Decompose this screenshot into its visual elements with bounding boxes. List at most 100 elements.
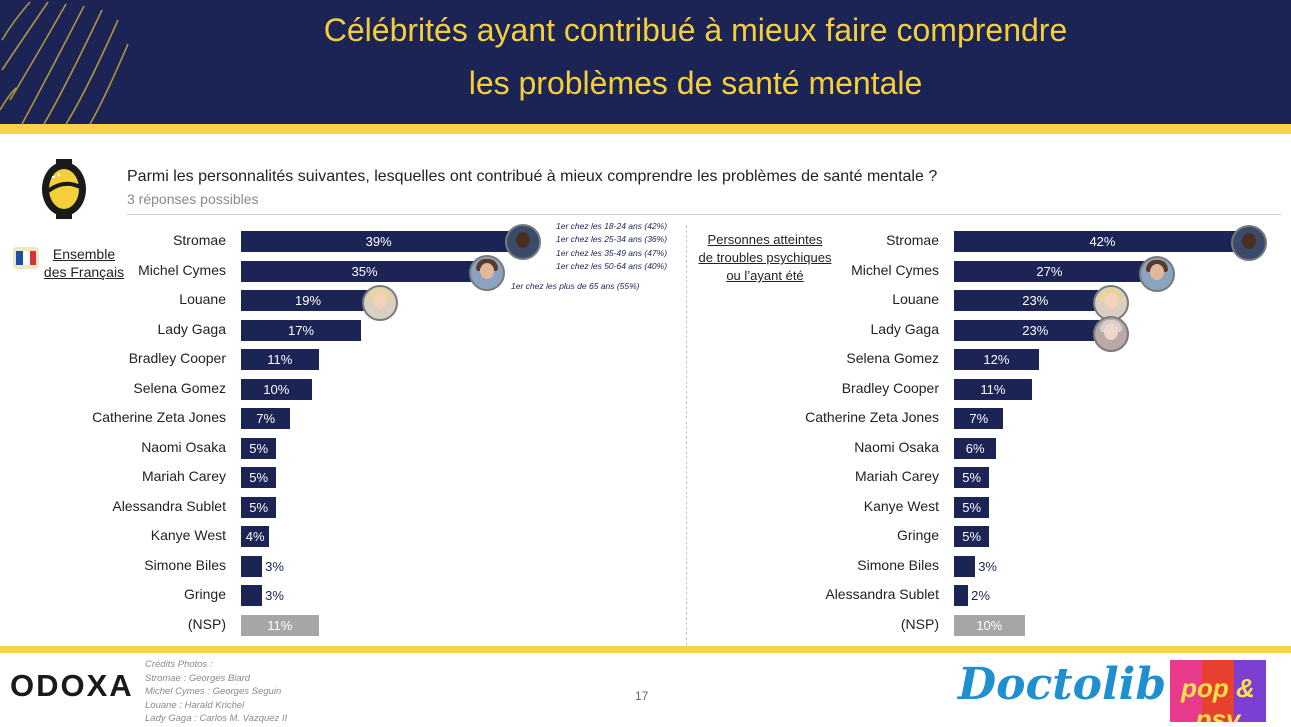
annotation-line: 1er chez les 25-34 ans (36%) — [556, 234, 668, 245]
photo-face — [1242, 233, 1256, 249]
category-label: Stromae — [173, 232, 226, 248]
data-bar — [954, 437, 997, 459]
data-bar — [241, 467, 277, 488]
data-bar — [954, 349, 1039, 370]
bar-value-label: 6% — [965, 440, 985, 456]
group-label-line: Personnes atteintes — [707, 232, 823, 247]
bar-value-label: 5% — [962, 470, 982, 485]
bar-value-label: 11% — [267, 617, 293, 633]
bar-value-label: 39% — [365, 234, 392, 249]
louane-photo-right — [1093, 285, 1129, 321]
france-flag-icon — [13, 247, 39, 269]
data-bar — [954, 378, 1032, 400]
pop-psy-logo: pop & psy — [1170, 660, 1266, 722]
category-label: Stromae — [886, 232, 939, 248]
data-bar — [241, 260, 489, 282]
bar-value-label: 7% — [256, 411, 276, 426]
category-label: Mariah Carey — [141, 468, 226, 484]
category-label: Bradley Cooper — [128, 350, 226, 366]
pop-psy-logo-background — [1170, 660, 1266, 722]
header-banner: Célébrités ayant contribué à mieux faire… — [0, 0, 1291, 124]
bar-value-label: 5% — [249, 440, 269, 456]
category-label: Kanye West — [150, 527, 226, 543]
category-label: Louane — [892, 291, 939, 307]
category-label: Louane — [179, 291, 226, 307]
photo-face — [1104, 293, 1118, 309]
bar-value-label: 42% — [1089, 234, 1116, 249]
data-bar — [241, 555, 263, 577]
bar-value-label: 5% — [962, 529, 982, 544]
category-label: Alessandra Sublet — [825, 586, 939, 602]
bar-value-label: 11% — [267, 352, 293, 367]
credit-line: Lady Gaga : Carlos M. Vazquez II — [145, 713, 288, 724]
bar-value-label: 10% — [976, 617, 1003, 633]
data-bar — [954, 290, 1117, 311]
category-label: Michel Cymes — [138, 261, 226, 278]
bar-value-label: 3% — [265, 558, 284, 574]
stromae-age-annotation: 1er chez les 18-24 ans (42%) 1er chez le… — [556, 220, 667, 273]
group-label-mental-disorders: Personnes atteintes de troubles psychiqu… — [694, 231, 836, 285]
annotation-line: 1er chez les 50-64 ans (40%) — [556, 260, 668, 271]
bar-value-label: 10% — [263, 381, 290, 397]
data-bar — [954, 467, 990, 488]
photo-face — [1150, 264, 1164, 280]
photo-face — [516, 232, 530, 248]
page-title-line-1: Célébrités ayant contribué à mieux faire… — [323, 12, 1068, 48]
data-bar — [241, 349, 319, 370]
bar-value-label: 5% — [249, 499, 269, 515]
michel-cymes-photo-right — [1139, 256, 1175, 292]
data-bar — [241, 585, 263, 606]
bar-value-label: 11% — [980, 381, 1006, 397]
data-bar — [954, 260, 1145, 282]
group-label-line: des Français — [43, 264, 125, 280]
category-label: Selena Gomez — [133, 379, 226, 396]
category-label: Alessandra Sublet — [112, 497, 226, 514]
group-label-line: Ensemble — [52, 246, 116, 262]
group-label-line: de troubles psychiques — [698, 250, 832, 265]
decorative-lines — [0, 1, 129, 124]
category-label: Gringe — [896, 527, 939, 543]
odoxa-badge-icon — [42, 159, 86, 219]
header-stripe — [0, 124, 1291, 134]
bar-value-label: 17% — [287, 322, 315, 338]
photo-face — [480, 263, 494, 279]
data-bar — [241, 437, 277, 459]
category-label: Michel Cymes — [851, 261, 939, 278]
group-label-line: ou l’ayant été — [726, 268, 804, 283]
panel-divider — [686, 225, 687, 645]
category-label: Simone Biles — [857, 556, 939, 573]
bar-value-label: 19% — [295, 293, 322, 308]
pop-psy-logo-text: pop & psy — [1181, 673, 1255, 722]
bar-value-label: 35% — [351, 263, 378, 279]
photo-face — [373, 293, 387, 309]
page-number: 17 — [635, 689, 649, 703]
bar-value-label: 2% — [971, 588, 990, 603]
category-label: Naomi Osaka — [854, 438, 939, 455]
survey-question: Parmi les personnalités suivantes, lesqu… — [127, 168, 938, 185]
lady-gaga-photo-right — [1093, 316, 1129, 352]
nsp-bar — [241, 614, 319, 636]
data-bar — [241, 496, 277, 518]
category-label: Catherine Zeta Jones — [92, 409, 226, 425]
annotation-line: 1er chez les 35-49 ans (47%) — [556, 247, 668, 258]
stromae-photo — [505, 224, 541, 260]
annotation-line: 1er chez les 18-24 ans (42%) — [556, 221, 668, 231]
credit-line: Crédits Photos : — [145, 659, 213, 670]
category-label: Simone Biles — [144, 556, 226, 573]
category-label: Gringe — [183, 586, 226, 602]
bar-value-label: 5% — [249, 470, 269, 485]
bar-value-label: 23% — [1022, 293, 1049, 308]
survey-subquestion: 3 réponses possibles — [127, 191, 259, 207]
bar-value-label: 4% — [245, 529, 265, 544]
category-label: Naomi Osaka — [141, 438, 226, 455]
data-bar — [954, 585, 969, 606]
bar-value-label: 3% — [978, 558, 997, 574]
bar-value-label: 23% — [1022, 322, 1049, 338]
data-bar — [954, 496, 990, 518]
data-bar — [241, 526, 270, 547]
category-label: Catherine Zeta Jones — [805, 409, 939, 425]
category-label: Bradley Cooper — [841, 379, 939, 396]
bar-value-label: 5% — [962, 499, 982, 515]
question-divider — [127, 214, 1281, 215]
category-label: Selena Gomez — [846, 350, 939, 366]
